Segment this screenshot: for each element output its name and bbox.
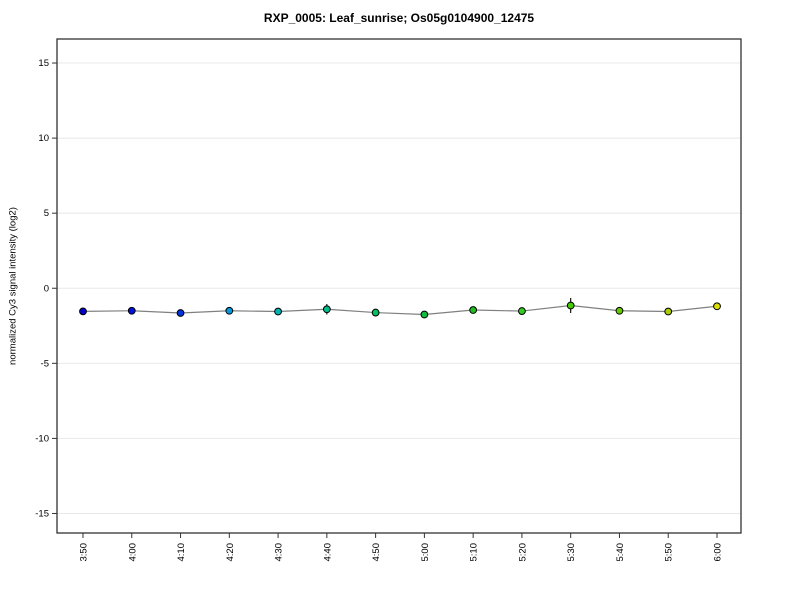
- y-tick-label: -10: [35, 433, 49, 444]
- x-tick-label: 5:30: [566, 543, 577, 562]
- x-tick-label: 6:00: [713, 543, 724, 562]
- data-point: [566, 301, 575, 310]
- y-tick-label: 5: [44, 208, 49, 219]
- x-tick-label: 4:50: [371, 543, 382, 562]
- x-tick-label: 5:00: [420, 543, 431, 562]
- series-line: [82, 304, 718, 316]
- data-point: [664, 307, 673, 316]
- data-point: [274, 307, 282, 316]
- y-axis-title: normalized Cy3 signal intensity (log2): [7, 207, 19, 365]
- data-point: [127, 306, 136, 315]
- y-tick-label: 15: [38, 58, 49, 69]
- x-tick-label: 5:10: [469, 543, 480, 562]
- y-tick-label: 0: [44, 283, 49, 294]
- data-point: [518, 307, 526, 315]
- x-tick-label: 3:50: [79, 543, 90, 562]
- x-tick-label: 4:10: [176, 543, 187, 562]
- data-point: [420, 310, 429, 319]
- y-tick-label: -5: [41, 358, 49, 369]
- plot-border: [56, 38, 742, 534]
- chart-title: RXP_0005: Leaf_sunrise; Os05g0104900_124…: [263, 11, 535, 25]
- x-tick-label: 4:30: [274, 543, 285, 562]
- data-point: [469, 306, 478, 314]
- y-tick-label: 10: [38, 133, 49, 144]
- x-tick-label: 5:20: [517, 543, 528, 562]
- y-tick-label: -15: [35, 508, 49, 519]
- x-tick-label: 5:40: [615, 543, 626, 562]
- x-tick-label: 4:40: [322, 543, 333, 562]
- data-point: [79, 307, 87, 316]
- x-tick-label: 4:00: [127, 543, 138, 562]
- data-point: [176, 309, 185, 317]
- data-point: [225, 306, 234, 315]
- x-tick-label: 4:20: [225, 543, 236, 562]
- data-point: [615, 306, 624, 315]
- data-point: [371, 308, 380, 317]
- x-tick-label: 5:50: [664, 543, 675, 562]
- data-point: [322, 305, 331, 314]
- data-point: [713, 302, 721, 311]
